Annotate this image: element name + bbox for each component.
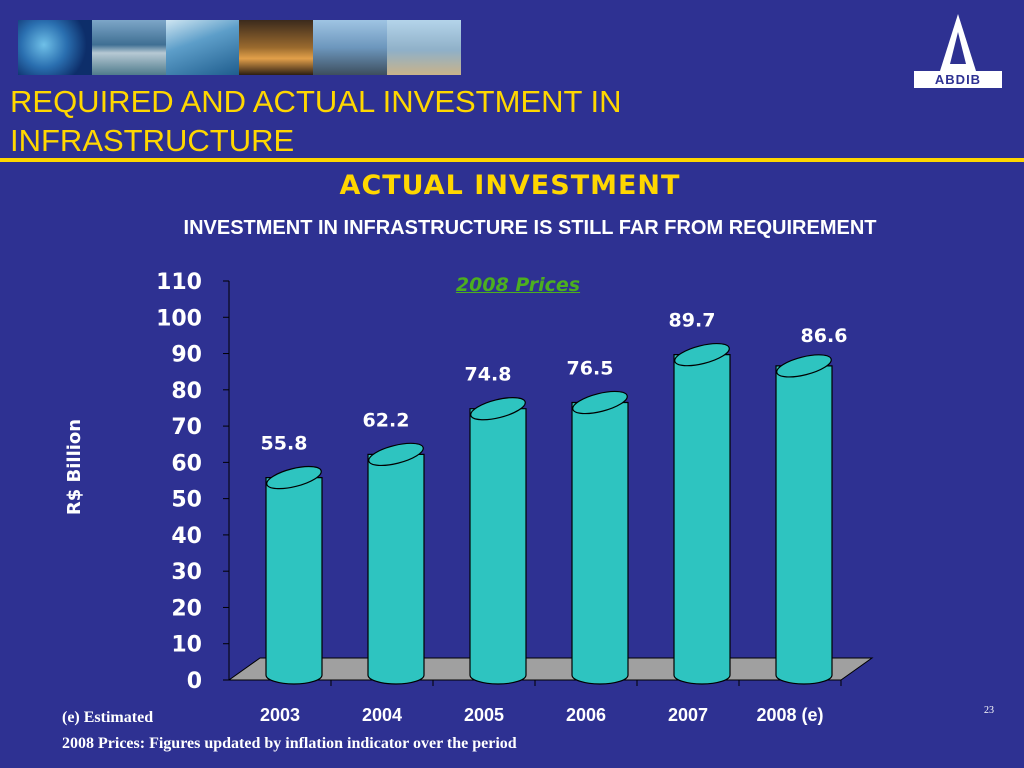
x-tick-label: 2005: [464, 705, 504, 725]
chart-subtitle: INVESTMENT IN INFRASTRUCTURE IS STILL FA…: [183, 217, 877, 239]
y-tick-label: 50: [171, 488, 202, 513]
page-number: 23: [984, 705, 994, 716]
data-label: 89.7: [669, 310, 716, 332]
bar: [265, 476, 323, 685]
bar-cap-group: [266, 465, 322, 490]
bar-cap-group: [572, 390, 628, 415]
y-tick-label: 80: [171, 379, 202, 404]
page-title: REQUIRED AND ACTUAL INVESTMENT IN INFRAS…: [10, 84, 622, 158]
y-axis-label: R$ Billion: [64, 419, 85, 515]
bar-top-cap: [368, 442, 424, 467]
header-photo-strip: [18, 20, 461, 75]
abdib-logo: [940, 14, 976, 71]
data-label: 76.5: [567, 358, 614, 380]
x-tick-label: 2008 (e): [756, 705, 823, 725]
bar: [775, 365, 833, 685]
y-tick-label: 20: [171, 596, 202, 621]
bar: [571, 401, 629, 685]
bar-top-cap: [572, 390, 628, 415]
x-tick-label: 2004: [362, 705, 402, 725]
bar-cap-group: [368, 442, 424, 467]
y-tick-label: 30: [171, 560, 202, 585]
data-label: 62.2: [363, 409, 410, 431]
refinery-photo: [239, 20, 314, 75]
water-treatment-photo: [91, 20, 166, 75]
bar: [367, 453, 425, 685]
satellite-dish-photo: [387, 20, 461, 75]
bar-cap-group: [470, 397, 526, 421]
bar: [469, 408, 527, 685]
globe-photo: [18, 20, 92, 75]
prices-footnote: 2008 Prices: Figures updated by inflatio…: [62, 735, 517, 752]
data-label: 86.6: [801, 325, 848, 347]
price-basis-note: 2008 Prices: [455, 274, 581, 296]
waves-photo: [165, 20, 240, 75]
title-divider: [0, 158, 1024, 162]
y-tick-label: 90: [171, 343, 202, 368]
industrial-plant-photo: [313, 20, 388, 75]
data-label: 55.8: [261, 433, 308, 455]
bar-cap-group: [674, 342, 730, 367]
y-tick-label: 110: [156, 270, 202, 295]
bar-top-cap: [470, 397, 526, 421]
bar-top-cap: [674, 342, 730, 367]
estimated-footnote: (e) Estimated: [62, 709, 154, 726]
y-tick-label: 0: [187, 669, 202, 694]
y-tick-label: 40: [171, 524, 202, 549]
y-tick-label: 10: [171, 633, 202, 658]
bar: [673, 354, 731, 685]
x-tick-label: 2003: [260, 705, 300, 725]
y-tick-label: 60: [171, 451, 202, 476]
y-tick-label: 70: [171, 415, 202, 440]
bar-top-cap: [266, 465, 322, 490]
logo-label: ABDIB: [914, 71, 1002, 88]
data-label: 74.8: [465, 364, 512, 386]
bar-cap-group: [776, 354, 832, 378]
x-tick-label: 2006: [566, 705, 606, 725]
section-title: ACTUAL INVESTMENT: [339, 170, 681, 201]
x-tick-label: 2007: [668, 705, 708, 725]
y-tick-label: 100: [156, 306, 202, 331]
bar-top-cap: [776, 354, 832, 378]
